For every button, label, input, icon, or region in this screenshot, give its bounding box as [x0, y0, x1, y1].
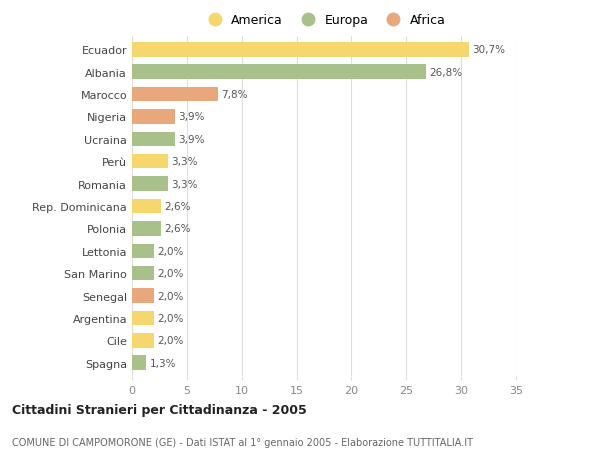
- Bar: [132, 65, 426, 80]
- Text: 7,8%: 7,8%: [221, 90, 247, 100]
- Text: 2,6%: 2,6%: [164, 224, 190, 234]
- Bar: [132, 333, 154, 348]
- Text: 2,6%: 2,6%: [164, 202, 190, 212]
- Text: Cittadini Stranieri per Cittadinanza - 2005: Cittadini Stranieri per Cittadinanza - 2…: [12, 403, 307, 416]
- Text: 3,3%: 3,3%: [172, 157, 198, 167]
- Text: 2,0%: 2,0%: [157, 246, 184, 256]
- Text: 3,9%: 3,9%: [178, 112, 205, 122]
- Text: 2,0%: 2,0%: [157, 336, 184, 346]
- Bar: [132, 110, 175, 124]
- Text: 2,0%: 2,0%: [157, 291, 184, 301]
- Text: 30,7%: 30,7%: [472, 45, 505, 55]
- Bar: [132, 266, 154, 281]
- Bar: [132, 132, 175, 147]
- Bar: [132, 356, 146, 370]
- Text: COMUNE DI CAMPOMORONE (GE) - Dati ISTAT al 1° gennaio 2005 - Elaborazione TUTTIT: COMUNE DI CAMPOMORONE (GE) - Dati ISTAT …: [12, 437, 473, 447]
- Text: 3,3%: 3,3%: [172, 179, 198, 189]
- Bar: [132, 155, 168, 169]
- Text: 3,9%: 3,9%: [178, 134, 205, 145]
- Text: 2,0%: 2,0%: [157, 269, 184, 279]
- Bar: [132, 311, 154, 325]
- Bar: [132, 88, 218, 102]
- Bar: [132, 244, 154, 258]
- Text: 1,3%: 1,3%: [149, 358, 176, 368]
- Bar: [132, 222, 161, 236]
- Text: 26,8%: 26,8%: [430, 67, 463, 78]
- Legend: America, Europa, Africa: America, Europa, Africa: [197, 9, 451, 32]
- Bar: [132, 177, 168, 191]
- Bar: [132, 43, 469, 57]
- Bar: [132, 289, 154, 303]
- Text: 2,0%: 2,0%: [157, 313, 184, 323]
- Bar: [132, 199, 161, 214]
